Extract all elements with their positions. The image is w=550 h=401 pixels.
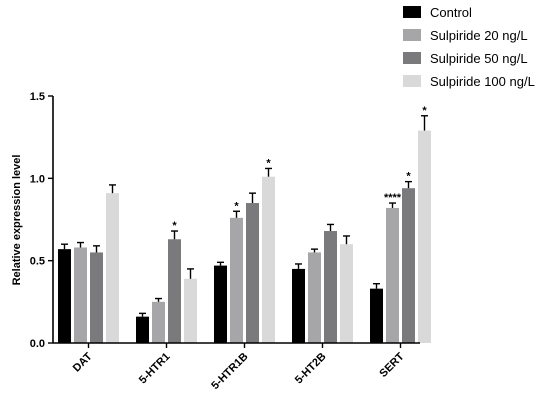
bar-5-htr1b-series-1	[230, 217, 243, 343]
bar-sert-series-2	[402, 188, 415, 343]
bar-sert-series-1	[386, 207, 399, 343]
legend-swatch	[403, 6, 421, 18]
x-tick-label: DAT	[71, 350, 95, 374]
legend-swatch	[403, 52, 421, 64]
bar-dat-series-0	[58, 249, 71, 343]
y-axis-label: Relative expression level	[11, 155, 23, 286]
y-tick-label: 0.0	[30, 338, 45, 350]
significance-marker: ****	[384, 192, 402, 204]
y-tick-label: 0.5	[30, 256, 45, 268]
bar-5-htr1b-series-3	[262, 176, 275, 343]
bar-dat-series-3	[106, 193, 119, 343]
bar-5-htr1-series-2	[168, 239, 181, 343]
y-tick-label: 1.5	[30, 91, 45, 103]
bar-5-htr1b-series-2	[246, 203, 259, 343]
significance-marker: *	[234, 200, 239, 212]
bar-sert-series-0	[370, 288, 383, 343]
x-tick-label: 5-HTR1	[137, 351, 173, 387]
significance-marker: *	[406, 171, 411, 183]
bar-5-htr1-series-1	[152, 301, 165, 343]
x-tick-label: 5-HTR1B	[209, 351, 250, 392]
bar-dat-series-2	[90, 252, 103, 343]
axes-group	[52, 96, 420, 344]
legend-swatch	[403, 75, 421, 87]
bar-5-ht2b-series-2	[324, 231, 337, 343]
legend-label: Sulpiride 20 ng/L	[430, 28, 528, 43]
x-tick-label: 5-HT2B	[293, 351, 329, 387]
significance-marker: *	[266, 157, 271, 169]
bar-5-htr1-series-3	[184, 278, 197, 343]
y-tick-label: 1.0	[30, 173, 45, 185]
bar-5-htr1b-series-0	[214, 265, 227, 343]
legend-label: Sulpiride 50 ng/L	[430, 51, 528, 66]
bar-sert-series-3	[418, 130, 431, 343]
legend-label: Sulpiride 100 ng/L	[430, 74, 535, 89]
legend-label: Control	[430, 5, 472, 20]
legend-swatch	[403, 29, 421, 41]
significance-marker: *	[172, 220, 177, 232]
legend: Control Sulpiride 20 ng/L Sulpiride 50 ng/…	[403, 5, 535, 89]
bar-5-ht2b-series-0	[292, 268, 305, 343]
bars-group: *********	[58, 105, 431, 343]
bar-5-ht2b-series-3	[340, 244, 353, 343]
bar-dat-series-1	[74, 247, 87, 343]
x-tick-labels-group: DAT 5-HTR1 5-HTR1B 5-HT2B SERT	[71, 343, 407, 392]
bar-5-ht2b-series-1	[308, 252, 321, 343]
significance-marker: *	[422, 105, 427, 117]
bar-5-htr1-series-0	[136, 316, 149, 343]
y-ticks-group: 0.0 0.5 1.0 1.5	[30, 91, 53, 350]
x-tick-label: SERT	[377, 350, 406, 379]
